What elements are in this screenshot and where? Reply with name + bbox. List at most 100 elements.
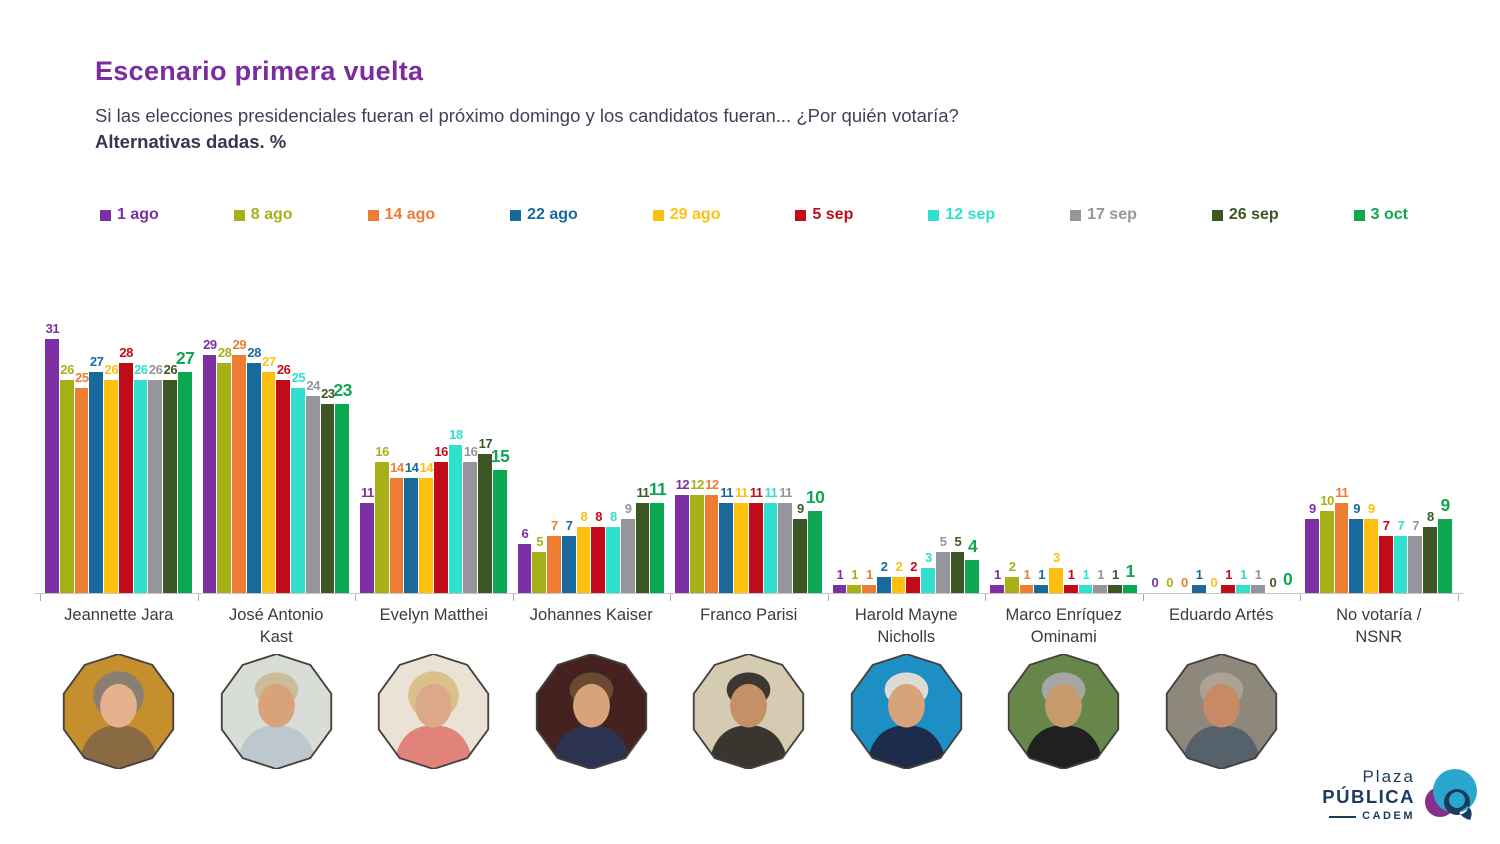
bar-value-label: 8 <box>580 509 588 524</box>
bar-3-oct <box>335 404 349 593</box>
legend-label: 17 sep <box>1087 206 1137 223</box>
axis-tick <box>40 594 41 601</box>
bar-5-sep <box>591 527 605 593</box>
bar-3-oct <box>650 503 664 593</box>
bar-8-ago <box>1004 577 1019 593</box>
candidate-photo <box>535 654 647 769</box>
bar-value-label: 1 <box>1038 567 1045 582</box>
bar-value-label: 16 <box>375 444 389 459</box>
bar-1-ago <box>517 544 532 593</box>
plaza-publica-cadem-logo: Plaza PÚBLICA CADEM <box>1322 766 1480 824</box>
legend-item-5-sep: 5 sep <box>795 206 853 224</box>
legend-swatch <box>233 209 245 221</box>
bar-22-ago <box>876 577 891 593</box>
logo-text: Plaza PÚBLICA CADEM <box>1322 768 1415 823</box>
category-label-8: Eduardo Artés <box>1168 606 1274 624</box>
bar-29-ago <box>1364 519 1378 593</box>
bar-17-sep <box>1408 536 1422 593</box>
category-label-2: José Antonio Kast <box>229 606 324 646</box>
bar-group-5: 12 12 12 11 11 11 11 11 9 10 <box>670 280 828 593</box>
axis-tick <box>1457 594 1459 601</box>
bar-5-sep <box>433 462 448 593</box>
photo-cell-9 <box>1300 654 1458 769</box>
bar-value-label: 3 <box>925 550 932 565</box>
bar-8-ago <box>532 552 546 593</box>
bar-29-ago <box>1049 568 1063 593</box>
bar-22-ago <box>1191 585 1206 593</box>
bar-12-sep <box>133 380 148 593</box>
bar-14-ago <box>1019 585 1034 593</box>
bar-29-ago <box>576 527 591 593</box>
bar-29-ago <box>891 577 906 593</box>
page-title: Escenario primera vuelta <box>95 56 424 86</box>
bar-26-sep <box>1423 527 1437 593</box>
bar-17-sep <box>620 519 635 593</box>
photo-cell-3 <box>355 654 513 769</box>
bar-value-label: 14 <box>419 460 434 475</box>
bar-value-label: 11 <box>636 485 650 500</box>
bar-value-label: 0 <box>1283 569 1293 589</box>
bar-8-ago <box>217 363 231 593</box>
bar-value-label: 2 <box>1008 559 1016 574</box>
bar-value-label: 1 <box>851 567 858 582</box>
bar-8-ago <box>59 380 74 593</box>
bar-8-ago <box>689 495 704 593</box>
legend-item-8-ago: 8 ago <box>233 206 293 224</box>
axis-tick <box>985 594 986 601</box>
bar-value-label: 0 <box>1166 575 1173 590</box>
candidate-photo <box>693 654 805 769</box>
bar-14-ago <box>389 478 404 593</box>
legend-label: 14 ago <box>384 206 436 223</box>
legend-label: 29 ago <box>669 206 721 223</box>
bar-value-label: 5 <box>939 534 947 549</box>
bar-value-label: 5 <box>536 534 543 549</box>
bar-value-label: 26 <box>134 362 148 377</box>
photo-cell-4 <box>513 654 671 769</box>
bar-value-label: 28 <box>119 345 133 360</box>
bar-12-sep <box>1393 536 1408 593</box>
bar-value-label: 2 <box>910 559 917 574</box>
bar-group-1: 31 26 25 27 26 28 26 26 26 27 <box>40 280 198 593</box>
candidate-photos-row <box>40 654 1458 769</box>
bar-5-sep <box>276 380 290 593</box>
bar-value-label: 24 <box>306 378 320 393</box>
bar-value-label: 8 <box>610 509 617 524</box>
bar-22-ago <box>719 503 733 593</box>
bar-value-label: 27 <box>175 348 195 368</box>
bar-value-label: 1 <box>1067 567 1075 582</box>
chart-legend: 1 ago 8 ago 14 ago 22 ago 29 ago 5 sep 12 sep 1… <box>100 206 1408 224</box>
bar-value-label: 11 <box>648 479 667 499</box>
bar-value-label: 25 <box>291 370 306 385</box>
legend-item-17-sep: 17 sep <box>1070 206 1137 224</box>
bar-value-label: 1 <box>866 567 873 582</box>
candidate-photo <box>1008 654 1120 769</box>
legend-label: 5 sep <box>812 206 854 223</box>
bar-value-label: 2 <box>880 559 888 574</box>
photo-cell-8 <box>1143 654 1301 769</box>
legend-item-1-ago: 1 ago <box>100 206 159 224</box>
bar-value-label: 28 <box>217 345 232 360</box>
bar-26-sep <box>163 380 177 593</box>
bar-value-label: 26 <box>163 362 178 377</box>
category-label-3: Evelyn Matthei <box>379 606 488 624</box>
bar-26-sep <box>320 404 335 593</box>
bar-value-label: 7 <box>1412 518 1419 533</box>
category-label-5: Franco Parisi <box>700 606 798 624</box>
bar-1-ago <box>675 495 689 593</box>
bar-value-label: 9 <box>797 501 804 516</box>
legend-label: 1 ago <box>117 206 159 223</box>
bar-17-sep <box>778 503 792 593</box>
bar-value-label: 16 <box>463 444 478 459</box>
bar-17-sep <box>463 462 477 593</box>
bar-22-ago <box>1034 585 1048 593</box>
bar-5-sep <box>1063 585 1078 593</box>
logo-line-publica: PÚBLICA <box>1322 785 1415 807</box>
bar-12-sep <box>1236 585 1250 593</box>
bar-26-sep <box>635 503 650 593</box>
bar-12-sep <box>763 503 778 593</box>
bar-17-sep <box>935 552 950 593</box>
axis-tick <box>1142 594 1144 601</box>
bar-value-label: 6 <box>521 526 529 541</box>
bar-1-ago <box>990 585 1004 593</box>
